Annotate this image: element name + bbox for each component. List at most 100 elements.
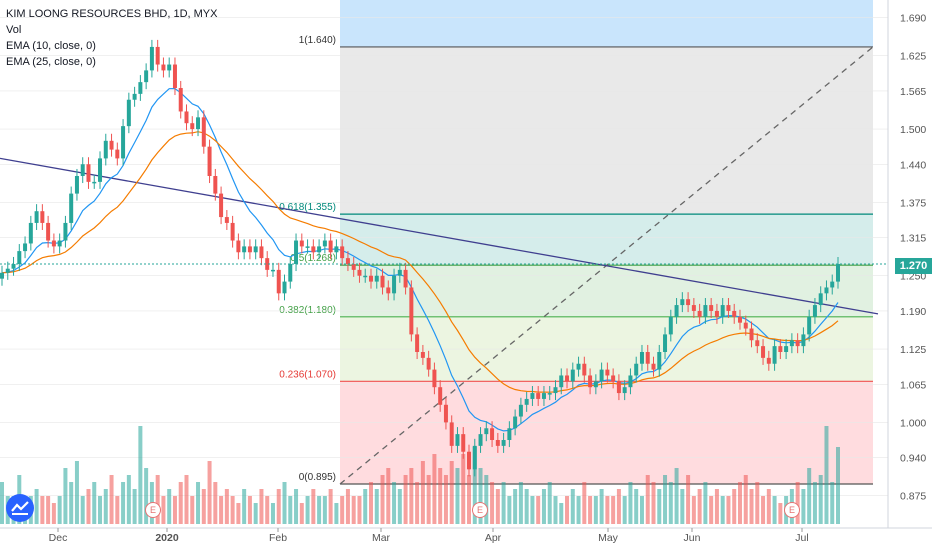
candle-body <box>0 272 4 279</box>
volume-bar <box>536 496 541 524</box>
volume-bar <box>501 482 506 524</box>
tradingview-logo-icon[interactable] <box>6 494 34 522</box>
chart-legend: KIM LOONG RESOURCES BHD, 1D, MYX Vol EMA… <box>6 6 217 70</box>
earnings-marker-icon[interactable]: E <box>472 502 488 518</box>
price-axis-tick: 1.500 <box>900 124 926 136</box>
candle-body <box>749 328 754 341</box>
volume-bar <box>455 468 460 524</box>
volume-bar <box>807 468 812 524</box>
candle-body <box>513 416 518 429</box>
volume-bar <box>490 482 495 524</box>
volume-bar <box>570 489 575 524</box>
time-axis-tick: Mar <box>372 532 391 544</box>
candle-body <box>674 305 679 317</box>
legend-volume[interactable]: Vol <box>6 24 22 36</box>
volume-bar <box>155 475 160 524</box>
volume-bar <box>219 496 224 524</box>
candle-body <box>530 393 535 399</box>
volume-bar <box>230 496 235 524</box>
candle-body <box>576 363 581 370</box>
fib-zone <box>340 46 873 215</box>
volume-bar <box>259 489 264 524</box>
volume-bar <box>651 482 656 524</box>
ema-10-line <box>1 87 839 432</box>
candle-body <box>57 240 62 247</box>
candle-body <box>11 264 16 269</box>
time-axis-tick: Apr <box>485 532 502 544</box>
volume-bar <box>167 489 172 524</box>
candle-body <box>184 111 189 124</box>
candle-body <box>138 82 143 94</box>
volume-bar <box>224 489 229 524</box>
candle-body <box>403 269 408 288</box>
candle-body <box>553 387 558 394</box>
candle-body <box>668 316 673 335</box>
earnings-marker-icon[interactable]: E <box>784 502 800 518</box>
candle-body <box>772 346 777 364</box>
volume-bar <box>40 496 45 524</box>
candle-body <box>639 352 644 364</box>
price-axis-tick: 1.125 <box>900 344 926 356</box>
volume-bar <box>576 496 581 524</box>
volume-bar <box>691 496 696 524</box>
volume-bar <box>317 496 322 524</box>
volume-bar <box>565 496 570 524</box>
candle-body <box>472 445 477 470</box>
volume-bar <box>184 475 189 524</box>
volume-bar <box>345 489 350 524</box>
volume-bar <box>172 496 177 524</box>
candle-body <box>224 217 229 223</box>
candle-body <box>357 269 362 276</box>
volume-bar <box>472 447 477 524</box>
volume-bar <box>138 426 143 524</box>
volume-bar <box>80 496 85 524</box>
legend-ema-25[interactable]: EMA (25, close, 0) <box>6 56 96 68</box>
volume-bar <box>755 482 760 524</box>
candle-body <box>311 246 316 253</box>
volume-bar <box>213 482 218 524</box>
candle-body <box>201 117 206 147</box>
candle-body <box>149 46 154 71</box>
volume-bar <box>778 503 783 524</box>
volume-bar <box>438 468 443 524</box>
volume-bar <box>749 489 754 524</box>
candle-body <box>645 352 650 364</box>
fib-level-label: 0.236(1.070) <box>279 369 336 380</box>
time-axis-tick: May <box>598 532 619 544</box>
volume-bar <box>553 496 558 524</box>
volume-bar <box>588 496 593 524</box>
candle-body <box>109 140 114 150</box>
earnings-marker-icon[interactable]: E <box>145 502 161 518</box>
volume-bar <box>772 496 777 524</box>
volume-bar <box>726 496 731 524</box>
candle-body <box>92 181 97 184</box>
candle-body <box>121 126 126 159</box>
volume-bar <box>524 489 529 524</box>
candle-body <box>518 404 523 417</box>
volume-bar <box>611 496 616 524</box>
volume-bar <box>322 496 327 524</box>
volume-bar <box>559 503 564 524</box>
candle-body <box>374 275 379 282</box>
price-axis-tick: 1.690 <box>900 13 926 25</box>
candle-body <box>824 287 829 294</box>
candle-body <box>299 240 304 247</box>
volume-bar <box>403 475 408 524</box>
symbol-title[interactable]: KIM LOONG RESOURCES BHD, 1D, MYX <box>6 8 218 20</box>
trend-line <box>0 157 879 315</box>
candle-body <box>63 222 68 241</box>
volume-bar <box>795 482 800 524</box>
candle-body <box>657 352 662 370</box>
price-axis-tick: 0.940 <box>900 453 926 465</box>
volume-bar <box>126 475 131 524</box>
candle-body <box>634 363 639 376</box>
price-axis-tick: 1.190 <box>900 306 926 318</box>
volume-bar <box>478 468 483 524</box>
candle-body <box>686 299 691 306</box>
candle-body <box>368 275 373 282</box>
volume-bar <box>449 461 454 524</box>
legend-ema-10[interactable]: EMA (10, close, 0) <box>6 40 96 52</box>
volume-bar <box>305 496 310 524</box>
volume-bar <box>732 489 737 524</box>
